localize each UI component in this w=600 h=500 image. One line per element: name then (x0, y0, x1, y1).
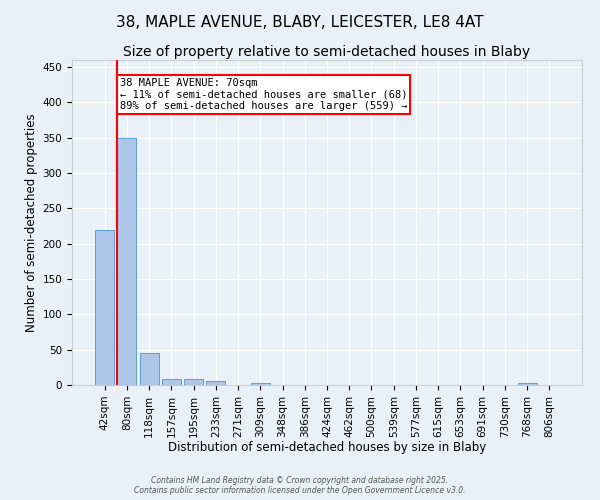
Y-axis label: Number of semi-detached properties: Number of semi-detached properties (25, 113, 38, 332)
Bar (251, 383, 270, 385)
Text: 38, MAPLE AVENUE, BLABY, LEICESTER, LE8 4AT: 38, MAPLE AVENUE, BLABY, LEICESTER, LE8 … (116, 15, 484, 30)
Bar (206, 381, 225, 385)
Bar (95, 230, 114, 385)
Bar (140, 353, 158, 385)
Text: 38 MAPLE AVENUE: 70sqm
← 11% of semi-detached houses are smaller (68)
89% of sem: 38 MAPLE AVENUE: 70sqm ← 11% of semi-det… (119, 78, 407, 111)
Bar (184, 378, 203, 385)
Bar (162, 378, 181, 385)
Bar (518, 383, 536, 385)
X-axis label: Distribution of semi-detached houses by size in Blaby: Distribution of semi-detached houses by … (168, 441, 486, 454)
Title: Size of property relative to semi-detached houses in Blaby: Size of property relative to semi-detach… (124, 45, 530, 59)
Bar (118, 138, 136, 385)
Text: Contains HM Land Registry data © Crown copyright and database right 2025.
Contai: Contains HM Land Registry data © Crown c… (134, 476, 466, 495)
